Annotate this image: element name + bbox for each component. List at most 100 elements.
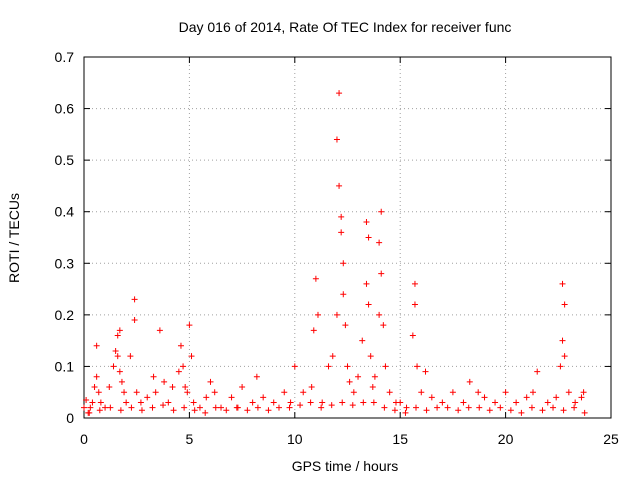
data-point — [319, 399, 326, 406]
data-point — [121, 389, 128, 396]
data-point — [350, 389, 357, 396]
data-point — [465, 404, 472, 411]
data-point — [391, 407, 398, 414]
data-point — [182, 384, 189, 391]
data-point — [138, 407, 145, 414]
data-point — [307, 399, 314, 406]
data-point — [365, 301, 372, 308]
data-point — [86, 409, 93, 416]
data-point — [428, 394, 435, 401]
data-point — [580, 389, 587, 396]
y-tick-label: 0.1 — [55, 358, 75, 374]
data-point — [131, 296, 138, 303]
data-point — [128, 404, 135, 411]
data-point — [281, 389, 288, 396]
data-point — [133, 389, 140, 396]
data-point — [360, 399, 367, 406]
data-point — [87, 404, 94, 411]
data-point — [338, 213, 345, 220]
data-point — [434, 404, 441, 411]
data-point — [418, 389, 425, 396]
data-point — [239, 384, 246, 391]
data-point — [413, 404, 420, 411]
data-point — [207, 378, 214, 385]
y-tick-label: 0.6 — [55, 101, 75, 117]
data-point — [312, 275, 319, 282]
data-point — [502, 389, 509, 396]
data-point — [112, 347, 119, 354]
data-point — [369, 384, 376, 391]
data-point — [218, 404, 225, 411]
data-point — [346, 378, 353, 385]
data-point — [423, 407, 430, 414]
data-point — [455, 407, 462, 414]
data-point — [223, 407, 230, 414]
data-point — [528, 404, 535, 411]
data-point — [411, 280, 418, 287]
data-point — [359, 337, 366, 344]
data-point — [460, 399, 467, 406]
data-point — [97, 399, 104, 406]
data-point — [190, 399, 197, 406]
data-point — [355, 373, 362, 380]
data-point — [150, 373, 157, 380]
data-point — [414, 363, 421, 370]
data-point — [297, 402, 304, 409]
data-point — [534, 368, 541, 375]
data-point — [492, 399, 499, 406]
data-point — [186, 322, 193, 329]
data-point — [116, 327, 123, 334]
data-point — [336, 182, 343, 189]
data-point — [449, 389, 456, 396]
data-point — [184, 389, 191, 396]
data-point — [177, 342, 184, 349]
data-point — [137, 399, 144, 406]
data-point — [378, 208, 385, 215]
y-tick-label: 0.7 — [55, 49, 75, 65]
data-point — [169, 384, 176, 391]
data-point — [333, 311, 340, 318]
y-tick-label: 0.4 — [55, 204, 75, 220]
data-point — [212, 404, 219, 411]
x-tick-label: 15 — [392, 431, 408, 447]
data-point — [513, 399, 520, 406]
data-point — [581, 409, 588, 416]
data-point — [93, 373, 100, 380]
data-point — [91, 384, 98, 391]
y-tick-label: 0.3 — [55, 255, 75, 271]
data-point — [249, 399, 256, 406]
data-point — [107, 404, 114, 411]
data-point — [557, 363, 564, 370]
data-point — [559, 337, 566, 344]
data-point — [530, 389, 537, 396]
data-point — [196, 404, 203, 411]
x-tick-label: 20 — [498, 431, 514, 447]
data-point — [254, 404, 261, 411]
chart-title: Day 016 of 2014, Rate Of TEC Index for r… — [179, 19, 512, 35]
data-point — [409, 332, 416, 339]
data-point — [308, 384, 315, 391]
data-point — [380, 322, 387, 329]
data-point — [371, 373, 378, 380]
x-tick-label: 5 — [186, 431, 194, 447]
x-axis-label: GPS time / hours — [292, 458, 399, 474]
data-point — [378, 270, 385, 277]
data-point — [397, 399, 404, 406]
data-point — [572, 399, 579, 406]
x-tick-label: 25 — [603, 431, 619, 447]
data-point — [550, 404, 557, 411]
data-point — [523, 394, 530, 401]
data-point — [287, 399, 294, 406]
data-point — [156, 327, 163, 334]
data-point — [444, 404, 451, 411]
data-point — [561, 353, 568, 360]
data-point — [116, 368, 123, 375]
data-point — [191, 407, 198, 414]
data-point — [344, 363, 351, 370]
data-point — [244, 407, 251, 414]
data-point — [486, 407, 493, 414]
data-point — [114, 353, 121, 360]
data-point — [328, 402, 335, 409]
data-point — [270, 399, 277, 406]
x-tick-label: 0 — [80, 431, 88, 447]
